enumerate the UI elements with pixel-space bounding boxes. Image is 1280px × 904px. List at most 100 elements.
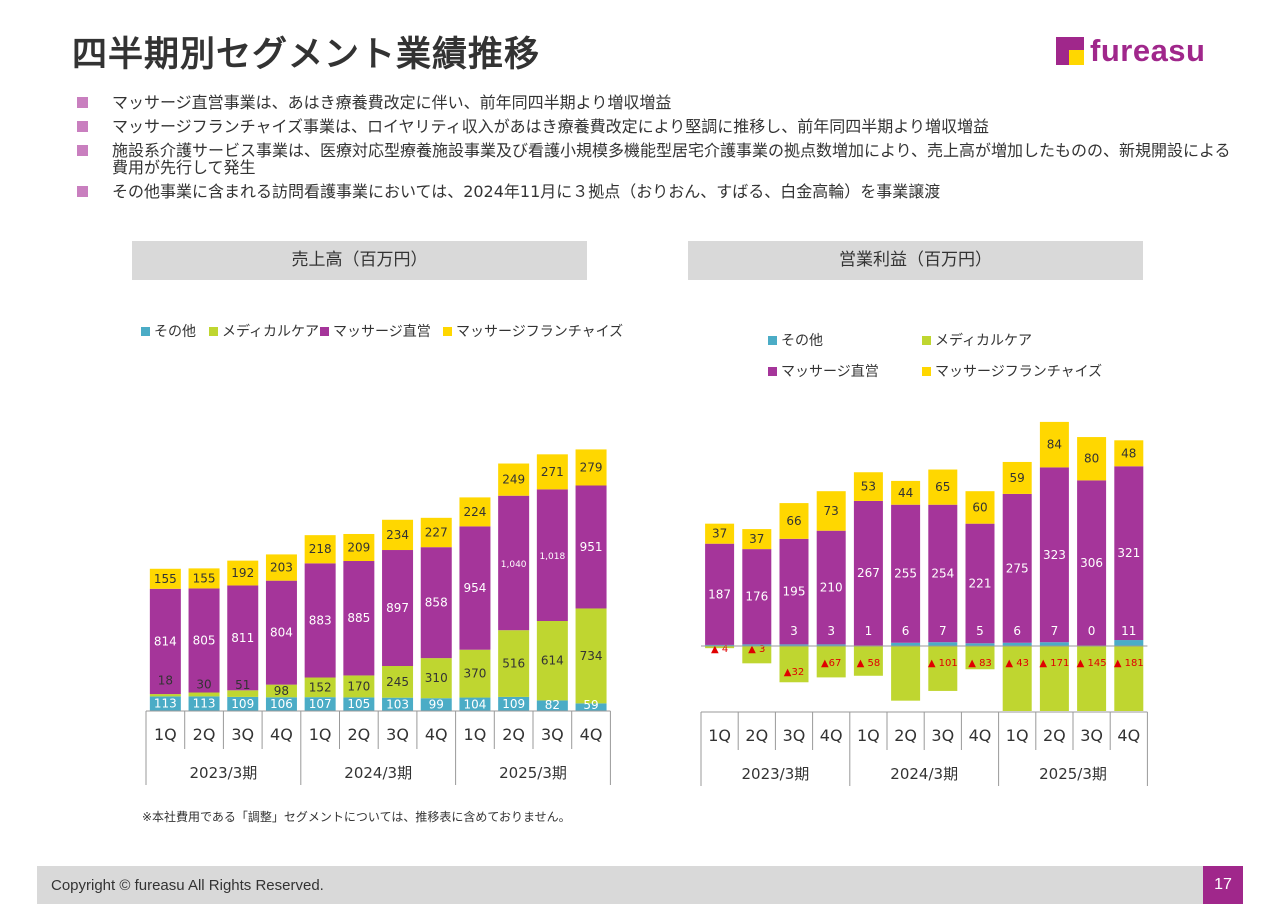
bar-segment	[965, 523, 995, 644]
data-label: 107	[309, 697, 332, 711]
legend-label: マッサージ直営	[781, 363, 879, 380]
category-label: 4Q	[1117, 726, 1140, 745]
data-label: 82	[545, 698, 560, 712]
bar-segment	[188, 696, 220, 711]
bar-segment	[1002, 642, 1032, 646]
data-label: 113	[154, 697, 177, 711]
bar-segment	[1077, 646, 1107, 711]
data-label: 271	[541, 465, 564, 479]
bar-segment	[1114, 646, 1144, 711]
data-label: 234	[386, 528, 409, 542]
category-label: 3Q	[1080, 726, 1103, 745]
legend-swatch	[443, 327, 452, 336]
bar-segment	[459, 649, 491, 698]
bullet-square-icon	[77, 145, 88, 156]
bullet-text: 施設系介護サービス事業は、医療対応型療養施設事業及び看護小規模多機能型居宅介護事…	[112, 141, 1231, 177]
data-label: 0	[1088, 624, 1096, 638]
data-label: 209	[347, 541, 370, 555]
data-label: 255	[894, 567, 917, 581]
data-label: 103	[386, 697, 409, 711]
fiscal-year-label: 2023/3期	[190, 764, 258, 782]
legend-label: マッサージフランチャイズ	[935, 364, 1102, 380]
bar-segment	[965, 643, 995, 646]
footnote: ※本社費用である「調整」セグメントについては、推移表に含めておりません。	[142, 810, 571, 824]
fiscal-year-label: 2024/3期	[890, 765, 958, 783]
category-label: 1Q	[154, 725, 177, 744]
bar-segment	[928, 646, 958, 691]
legend-label: メディカルケア	[222, 323, 319, 340]
data-label: 885	[347, 611, 370, 625]
data-label: 614	[541, 654, 564, 668]
category-label: 1Q	[309, 725, 332, 744]
data-label: 195	[783, 585, 806, 599]
category-label: 4Q	[969, 726, 992, 745]
legend-swatch	[768, 336, 777, 345]
data-label: 221	[969, 576, 992, 590]
bar-segment	[1114, 466, 1144, 641]
legend-swatch	[320, 327, 329, 336]
bar-segment	[536, 489, 568, 622]
bar-segment	[304, 677, 336, 698]
data-label: 105	[347, 697, 370, 711]
bar-segment	[575, 703, 607, 711]
bar-segment	[343, 697, 375, 711]
bar-segment	[1039, 646, 1069, 711]
bar-segment	[965, 646, 995, 670]
bar-segment	[459, 697, 491, 711]
category-label: 3Q	[386, 725, 409, 744]
bar-segment	[1114, 440, 1144, 467]
bar-segment	[891, 504, 921, 643]
bar-segment	[575, 608, 607, 704]
data-label: ▲ 181	[1114, 658, 1144, 669]
data-label: 48	[1121, 446, 1136, 460]
category-label: 1Q	[708, 726, 731, 745]
data-label: 44	[898, 486, 913, 500]
data-label: ▲67	[821, 658, 841, 669]
category-label: 2Q	[1043, 726, 1066, 745]
data-label: 275	[1006, 561, 1029, 575]
fiscal-year-label: 2025/3期	[1039, 765, 1107, 783]
category-label: 2Q	[745, 726, 768, 745]
bar-segment	[420, 517, 452, 548]
data-label: 811	[231, 631, 254, 645]
data-label: ▲ 83	[968, 658, 992, 669]
bar-segment	[420, 698, 452, 711]
category-label: 2Q	[502, 725, 525, 744]
data-label: 516	[502, 657, 525, 671]
data-label: 267	[857, 566, 880, 580]
data-label: 192	[231, 566, 254, 580]
bullet-list: マッサージ直営事業は、あはき療養費改定に伴い、前年同四半期より増収増益 マッサー…	[76, 94, 1236, 207]
data-label: ▲ 101	[928, 658, 958, 669]
data-label: 227	[425, 526, 448, 540]
bar-segment	[304, 563, 336, 678]
data-label: 210	[820, 581, 843, 595]
bullet-square-icon	[77, 186, 88, 197]
data-label: 99	[429, 698, 444, 712]
data-label: 6	[1013, 624, 1021, 638]
bar-segment	[779, 644, 809, 646]
data-label: 203	[270, 561, 293, 575]
data-label: ▲ 43	[1005, 658, 1029, 669]
legend-swatch	[922, 367, 931, 376]
footer-bar: Copyright © fureasu All Rights Reserved.…	[37, 866, 1243, 904]
legend-swatch	[141, 327, 150, 336]
data-label: 176	[745, 590, 768, 604]
data-label: ▲32	[784, 667, 804, 678]
bar-segment	[1039, 467, 1069, 643]
bar-segment	[1114, 640, 1144, 646]
data-label: 224	[463, 505, 486, 519]
bar-segment	[742, 529, 772, 550]
bar-segment	[536, 700, 568, 711]
data-label: 805	[193, 633, 216, 647]
bar-segment	[343, 675, 375, 698]
data-label: 152	[309, 680, 332, 694]
bar-segment	[343, 533, 375, 562]
bar-segment	[705, 543, 735, 645]
data-label: 80	[1084, 452, 1099, 466]
category-label: 1Q	[464, 725, 487, 744]
legend-label: マッサージフランチャイズ	[456, 324, 623, 340]
data-label: 7	[1051, 624, 1059, 638]
data-label: 245	[386, 675, 409, 689]
bullet-item: マッサージフランチャイズ事業は、ロイヤリティ収入があはき療養費改定により堅調に推…	[76, 118, 1236, 135]
data-label: 11	[1121, 624, 1136, 638]
